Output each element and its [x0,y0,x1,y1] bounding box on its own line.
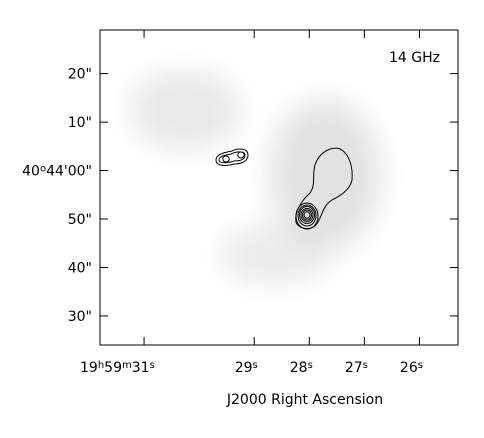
x-tick-label: 19h59m31s [80,360,155,377]
secondary-contour-3b [237,151,245,159]
core-contour-3 [299,206,315,224]
secondary-contour-1 [215,148,249,166]
core-contour-1 [295,202,319,230]
x-axis-label: J2000 Right Ascension [226,392,383,408]
x-tick-label: 26s [400,360,423,377]
emission-blob-center [270,100,380,250]
emission-blob-nw [130,70,240,150]
core-contour-6 [303,211,311,219]
emission-blob-sw [220,225,330,285]
core-source [295,202,319,230]
secondary-source [215,148,249,166]
secondary-contour-2 [218,151,246,164]
y-tick-label: 20" [68,67,92,83]
plot-frame [99,29,459,346]
y-tick-label: 40" [68,260,92,276]
core-contour-4 [300,208,314,222]
core-contour-5 [302,209,312,221]
y-tick-label: 10" [68,115,92,131]
x-axis: 19h59m31s 29s 28s 27s 26s [80,30,423,376]
y-tick-label: 30" [68,309,92,325]
contour-layer [215,147,353,230]
x-tick-label: 28s [290,360,313,377]
secondary-contour-3a [222,155,230,163]
y-axis: 20" 10" 40o44'00" 50" 40" 30" [22,67,458,325]
x-tick-label: 27s [345,360,368,377]
y-tick-label: 50" [68,212,92,228]
y-tick-label: 40o44'00" [22,163,92,180]
core-contour-2 [297,204,317,227]
frequency-annotation: 14 GHz [389,50,440,66]
greyscale-emission [130,70,380,285]
x-tick-label: 29s [235,360,258,377]
lobe-contour [295,147,353,230]
